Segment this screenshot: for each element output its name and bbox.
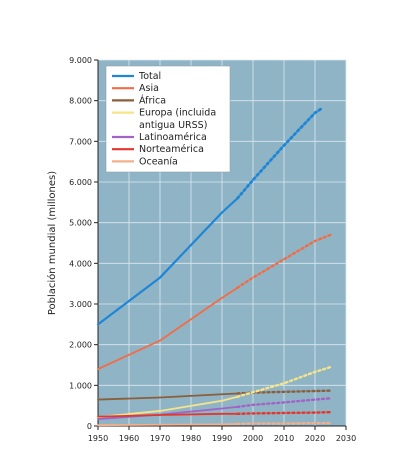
x-tick-label: 1990	[212, 434, 232, 443]
legend-label: Asia	[139, 83, 159, 94]
y-tick-label: 7.000	[69, 137, 92, 146]
legend-label: Total	[138, 71, 161, 82]
x-tick-label: 1950	[88, 434, 108, 443]
series-line-0	[96, 197, 239, 326]
x-tick-label: 1970	[150, 434, 170, 443]
x-tick-label: 2030	[336, 434, 356, 443]
y-tick-label: 2.000	[69, 341, 92, 350]
legend-label: Norteamérica	[139, 144, 204, 155]
legend-label: Latinoamérica	[139, 132, 207, 143]
series-projection-1	[236, 233, 332, 289]
legend-label: antigua URSS)	[139, 120, 207, 131]
series-lines	[96, 107, 332, 427]
x-tick-label: 1980	[181, 434, 201, 443]
y-tick-label: 0	[87, 422, 92, 431]
y-axis-label: Población mundial (millones)	[46, 171, 58, 315]
x-tick-label: 1960	[119, 434, 139, 443]
legend-label: Oceanía	[139, 156, 178, 167]
legend-box	[105, 65, 231, 173]
series-line-2	[97, 392, 239, 401]
y-tick-label: 1.000	[69, 381, 92, 390]
series-projection-6	[236, 421, 332, 426]
legend-label: Europa (incluida	[139, 108, 216, 119]
y-tick-label: 8.000	[69, 97, 92, 106]
x-tick-label: 2000	[243, 434, 263, 443]
y-tick-label: 4.000	[69, 259, 92, 268]
series-line-6	[97, 423, 239, 427]
series-projection-0	[236, 107, 323, 200]
series-line-1	[97, 286, 239, 370]
legend-label: África	[139, 94, 166, 106]
axes: 0 1.000 2.000 3.000 4.000 5.000 6.000 7.000 8.00…	[69, 56, 356, 443]
y-tick-label: 3.000	[69, 300, 92, 309]
y-tick-label: 5.000	[69, 219, 92, 228]
x-tick-label: 2010	[274, 434, 294, 443]
x-tick-label: 2020	[305, 434, 325, 443]
series-line-5	[97, 412, 239, 418]
series-projection-4	[236, 397, 332, 409]
series-projection-5	[236, 410, 332, 415]
y-tick-label: 6.000	[69, 178, 92, 187]
series-line-3	[97, 395, 239, 418]
series-projection-3	[236, 365, 332, 398]
y-tick-label: 9.000	[69, 56, 92, 65]
series-line-4	[97, 405, 239, 420]
